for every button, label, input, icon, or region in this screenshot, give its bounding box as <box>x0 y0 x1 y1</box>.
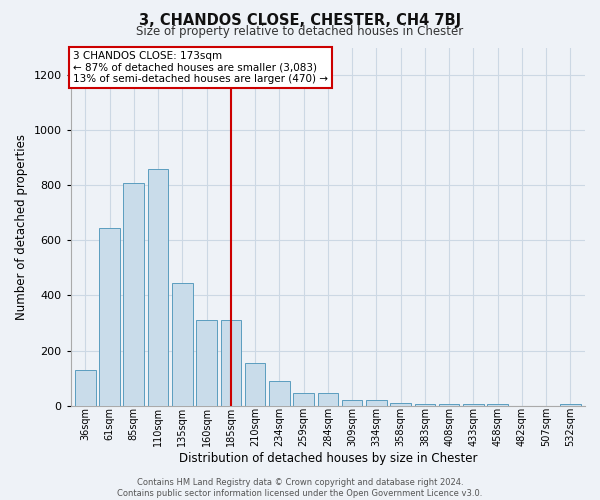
Bar <box>124 182 144 406</box>
Bar <box>439 404 460 406</box>
Bar <box>560 404 581 406</box>
Y-axis label: Number of detached properties: Number of detached properties <box>15 134 28 320</box>
Bar <box>269 381 290 406</box>
Text: Size of property relative to detached houses in Chester: Size of property relative to detached ho… <box>136 25 464 38</box>
Bar <box>148 168 169 406</box>
Bar <box>293 394 314 406</box>
Bar <box>342 400 362 406</box>
Bar <box>463 404 484 406</box>
Bar <box>391 403 411 406</box>
Bar <box>75 370 95 406</box>
Bar <box>317 394 338 406</box>
Bar <box>221 320 241 406</box>
Text: 3 CHANDOS CLOSE: 173sqm
← 87% of detached houses are smaller (3,083)
13% of semi: 3 CHANDOS CLOSE: 173sqm ← 87% of detache… <box>73 51 328 84</box>
Bar <box>366 400 386 406</box>
Bar <box>415 404 435 406</box>
Bar <box>172 283 193 406</box>
Bar <box>487 404 508 406</box>
Text: 3, CHANDOS CLOSE, CHESTER, CH4 7BJ: 3, CHANDOS CLOSE, CHESTER, CH4 7BJ <box>139 12 461 28</box>
X-axis label: Distribution of detached houses by size in Chester: Distribution of detached houses by size … <box>179 452 477 465</box>
Bar <box>99 228 120 406</box>
Bar <box>245 363 265 406</box>
Text: Contains HM Land Registry data © Crown copyright and database right 2024.
Contai: Contains HM Land Registry data © Crown c… <box>118 478 482 498</box>
Bar <box>196 320 217 406</box>
